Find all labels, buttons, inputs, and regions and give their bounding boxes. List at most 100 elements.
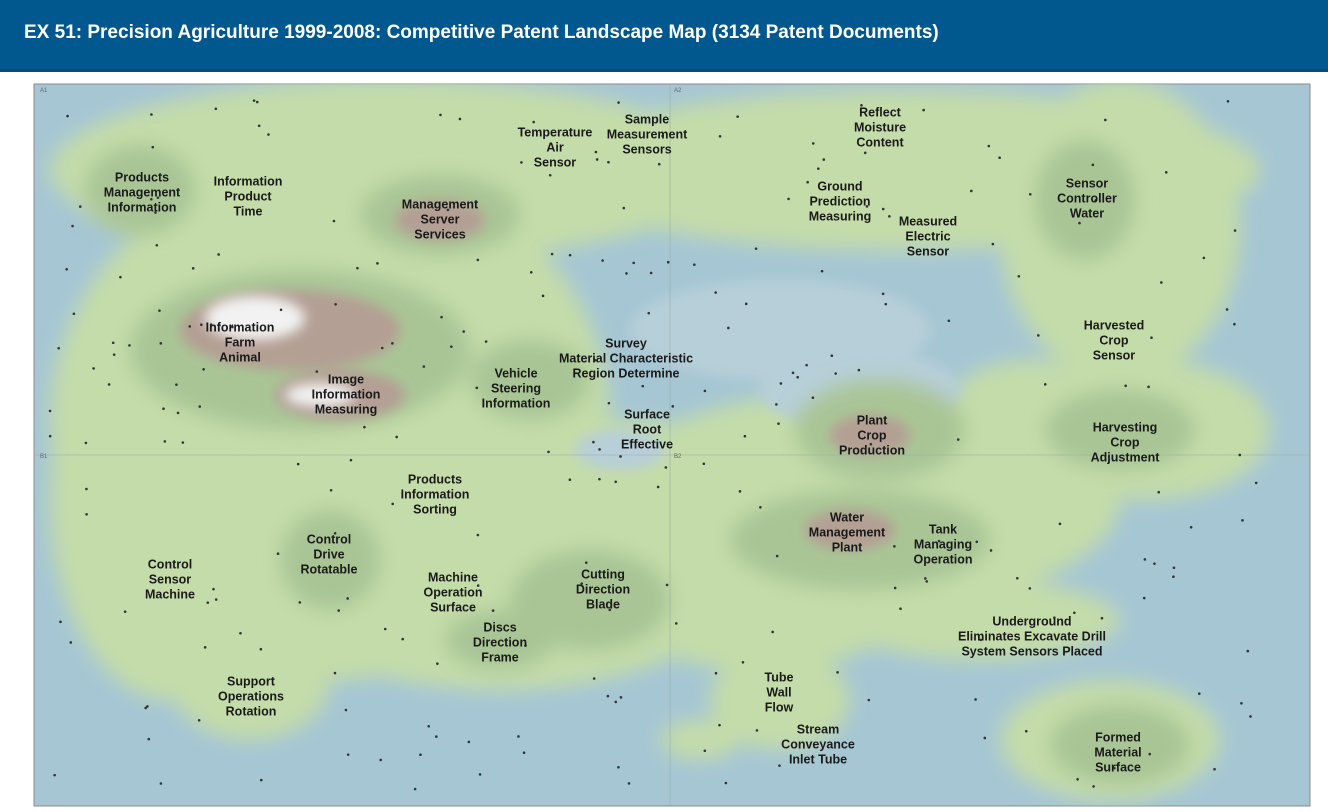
cluster-label: Frame xyxy=(481,650,519,664)
dot xyxy=(217,253,220,256)
dot xyxy=(550,252,554,256)
dot xyxy=(214,598,218,601)
dot xyxy=(48,434,52,438)
dot xyxy=(661,134,664,138)
dot xyxy=(478,773,482,776)
dot xyxy=(332,219,336,223)
cluster-label: Surface xyxy=(430,600,476,614)
dot xyxy=(85,512,88,516)
dot xyxy=(627,782,631,785)
dot xyxy=(619,696,623,699)
dot xyxy=(665,583,669,587)
dot xyxy=(48,409,52,413)
dot xyxy=(888,215,891,218)
dot xyxy=(979,638,983,642)
dot xyxy=(736,115,739,118)
cluster-label: Effective xyxy=(621,437,673,451)
dot xyxy=(150,113,153,116)
dot xyxy=(144,706,147,710)
dot xyxy=(811,396,815,400)
cluster-label: Conveyance xyxy=(781,737,855,751)
dot xyxy=(380,346,384,350)
dot xyxy=(584,561,588,564)
dot xyxy=(863,151,867,155)
dot xyxy=(1076,777,1079,781)
dot xyxy=(202,367,205,371)
cluster-label: Controller xyxy=(1057,191,1117,205)
dot xyxy=(822,158,826,161)
cluster-label: Farm xyxy=(225,335,256,349)
dot xyxy=(279,308,283,312)
dot xyxy=(439,113,442,117)
cluster-label: Support xyxy=(227,674,276,688)
dot xyxy=(128,344,131,347)
dot xyxy=(84,441,88,445)
cluster-label: Temperature xyxy=(518,125,593,139)
dot xyxy=(197,718,201,722)
cluster-label: Production xyxy=(839,443,905,457)
dot xyxy=(777,422,780,425)
cluster-label: Survey xyxy=(605,336,647,350)
dot xyxy=(547,450,550,454)
hill xyxy=(1035,140,1135,260)
dot xyxy=(267,133,270,136)
land-layer xyxy=(205,296,355,407)
dot xyxy=(413,787,417,791)
dot xyxy=(738,490,742,493)
dot xyxy=(617,765,620,769)
dot xyxy=(333,531,337,535)
dot xyxy=(830,354,834,358)
dot xyxy=(198,405,202,408)
dot xyxy=(1189,525,1193,529)
dot xyxy=(1015,576,1019,580)
cluster-label: Control xyxy=(148,557,192,571)
dot xyxy=(811,142,815,145)
dot xyxy=(1240,701,1243,705)
dot xyxy=(608,608,612,612)
dot xyxy=(92,367,95,370)
dot xyxy=(791,371,795,375)
dot xyxy=(214,107,218,111)
dot xyxy=(206,601,210,604)
hill xyxy=(1050,705,1190,785)
cluster-label: Water xyxy=(1070,206,1104,220)
dot xyxy=(212,587,215,591)
cluster-label: Crop xyxy=(857,428,887,442)
cluster-label: Wall xyxy=(766,685,791,699)
dot xyxy=(937,539,941,543)
land xyxy=(840,580,1120,660)
dot xyxy=(617,101,620,104)
dot xyxy=(1104,118,1107,122)
hill xyxy=(1045,390,1195,470)
dot xyxy=(111,341,115,345)
dot xyxy=(175,383,178,386)
dot xyxy=(476,258,480,262)
dot xyxy=(714,671,718,675)
dot xyxy=(1037,334,1040,337)
dot xyxy=(475,386,479,390)
dot xyxy=(188,325,192,328)
dot xyxy=(614,700,618,704)
dot xyxy=(594,150,598,154)
cluster-label: Operations xyxy=(218,689,284,703)
cluster-label: Flow xyxy=(765,700,794,714)
dot xyxy=(191,267,195,270)
dot xyxy=(989,549,993,552)
cluster-label: Stream xyxy=(797,722,839,736)
lake xyxy=(575,430,665,470)
dot xyxy=(991,242,995,246)
dot xyxy=(1249,715,1252,718)
dot xyxy=(548,173,552,177)
dot xyxy=(703,749,707,753)
cluster-label: Surface xyxy=(1095,760,1141,774)
dot xyxy=(255,100,259,104)
